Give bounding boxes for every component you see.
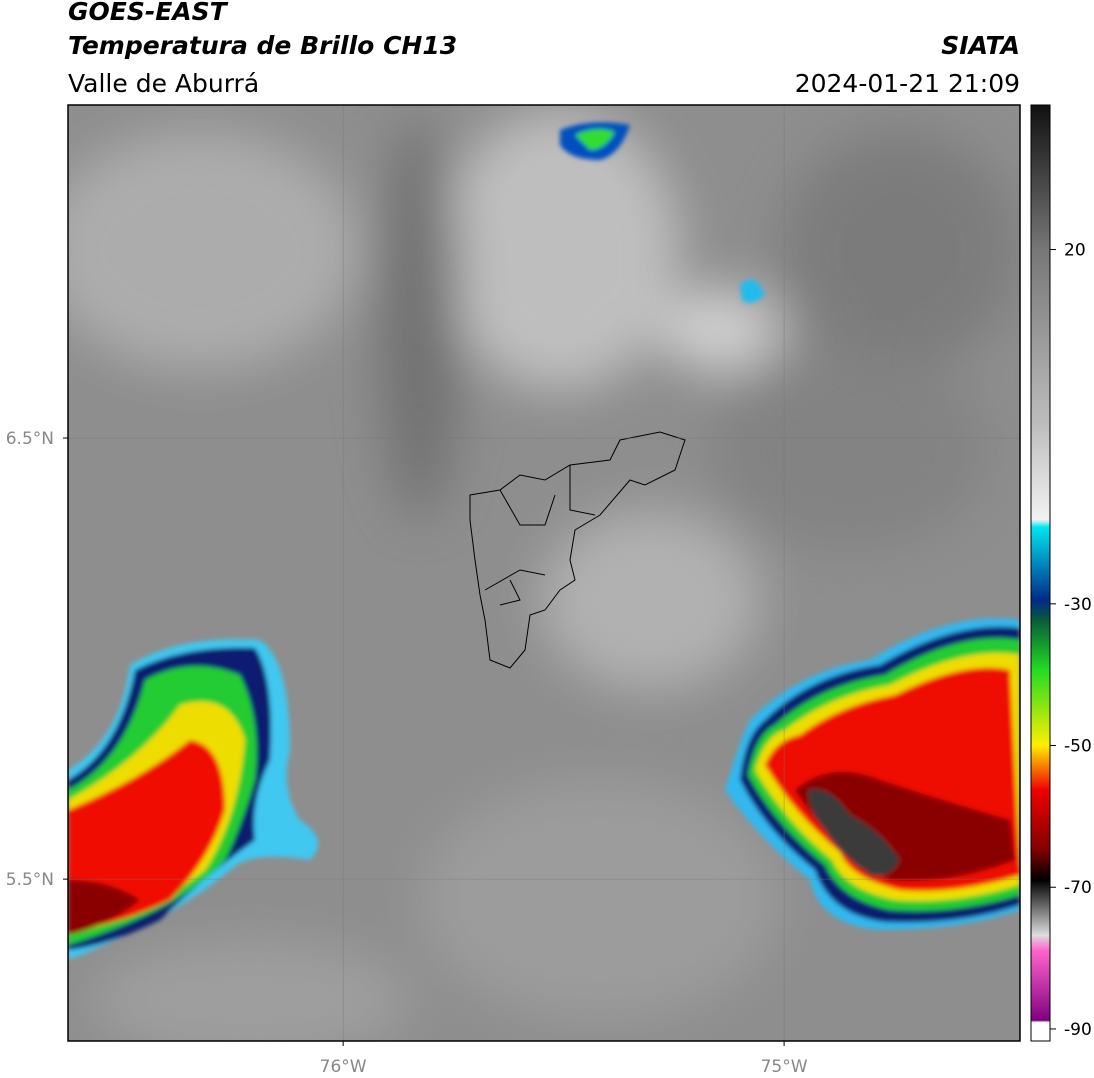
region: Valle de Aburrá bbox=[68, 69, 259, 98]
colorbar-tick-label: -90 bbox=[1064, 1020, 1092, 1040]
lat-tick-label: 6.5°N bbox=[6, 429, 54, 449]
lon-tick-label: 75°W bbox=[761, 1057, 808, 1077]
colorbar-tick-label: -50 bbox=[1064, 737, 1092, 757]
colorbar-ticks: 20 -30 -50 -70 -90 bbox=[1050, 241, 1092, 1040]
colorbar-tick-label: -70 bbox=[1064, 878, 1092, 898]
storm-east bbox=[725, 618, 1020, 930]
lat-tick-label: 5.5°N bbox=[6, 870, 54, 890]
lon-tick-label: 76°W bbox=[320, 1057, 367, 1077]
axes: 6.5°N 5.5°N 76°W 75°W bbox=[6, 429, 808, 1077]
satellite: GOES-EAST bbox=[68, 0, 229, 26]
colorbar bbox=[1030, 104, 1051, 1042]
basin-outline bbox=[469, 431, 686, 669]
satellite-image bbox=[68, 105, 1020, 1041]
map-frame bbox=[67, 104, 1021, 1042]
colorbar-tick-label: 20 bbox=[1064, 241, 1086, 261]
agency: SIATA bbox=[941, 31, 1020, 60]
colorbar-tick-label: -30 bbox=[1064, 595, 1092, 615]
product: Temperatura de Brillo CH13 bbox=[68, 31, 457, 60]
datetime: 2024-01-21 21:09 bbox=[795, 69, 1020, 98]
storm-west bbox=[68, 639, 318, 960]
graticule bbox=[68, 105, 1020, 1041]
